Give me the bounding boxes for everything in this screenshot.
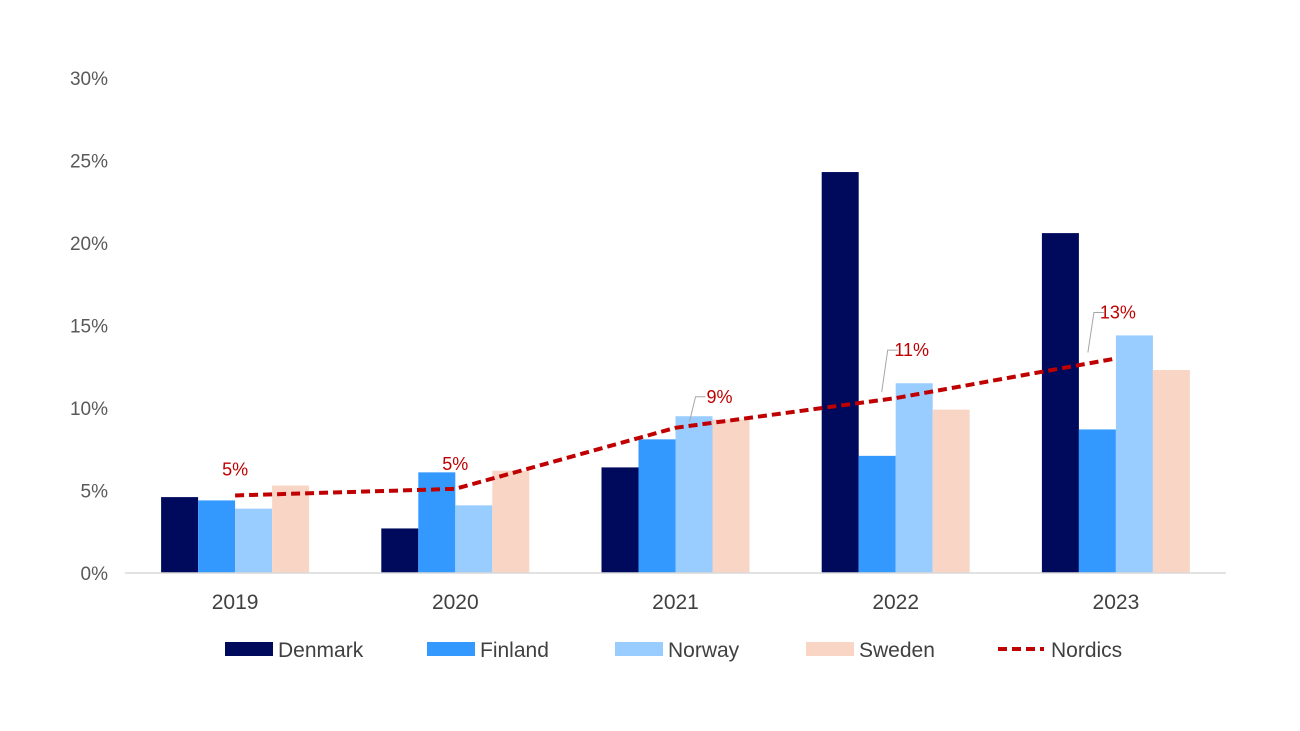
bar-norway-2020	[455, 505, 493, 573]
bar-finland-2019	[198, 500, 236, 573]
bar-denmark-2022	[821, 172, 859, 574]
legend-label-norway: Norway	[668, 639, 740, 662]
legend-label-sweden: Sweden	[859, 639, 935, 662]
bar-sweden-2019	[272, 485, 310, 573]
bar-sweden-2021	[712, 419, 750, 573]
legend-swatch-sweden	[806, 642, 854, 656]
bar-finland-2022	[858, 455, 896, 573]
legend-label-denmark: Denmark	[278, 639, 364, 662]
legend-swatch-norway	[615, 642, 663, 656]
bars	[161, 172, 1190, 574]
x-axis: 2019 2020 2021 2022 2023	[212, 591, 1140, 614]
bar-denmark-2019	[161, 497, 199, 573]
y-tick-label: 30%	[70, 69, 108, 90]
nordics-data-label: 5%	[442, 454, 468, 474]
nordics-data-label: 9%	[706, 387, 732, 407]
y-tick-label: 5%	[81, 482, 109, 503]
legend-label-finland: Finland	[480, 639, 549, 662]
x-tick-label: 2023	[1093, 591, 1140, 614]
legend-swatch-finland	[427, 642, 475, 656]
bar-norway-2023	[1115, 335, 1153, 573]
legend-label-nordics: Nordics	[1051, 639, 1122, 662]
x-tick-label: 2022	[872, 591, 919, 614]
nordics-line-series: 5% 5% 9% 11% 13%	[222, 303, 1136, 498]
bar-finland-2023	[1078, 429, 1116, 573]
bar-norway-2019	[235, 508, 273, 573]
x-tick-label: 2019	[212, 591, 259, 614]
y-tick-label: 10%	[70, 399, 108, 420]
bar-norway-2021	[675, 416, 713, 573]
nordics-data-label: 13%	[1100, 303, 1136, 323]
data-label-leader	[881, 349, 898, 393]
y-tick-label: 0%	[81, 564, 109, 585]
bar-norway-2022	[895, 383, 933, 573]
bar-sweden-2023	[1152, 370, 1190, 573]
data-label-leader	[689, 396, 706, 422]
nordics-data-label: 11%	[894, 340, 929, 360]
bar-sweden-2022	[932, 409, 970, 573]
data-label-leader	[1087, 312, 1104, 353]
x-tick-label: 2021	[652, 591, 699, 614]
bar-denmark-2023	[1041, 233, 1079, 573]
y-axis: 0% 5% 10% 15% 20% 25% 30%	[70, 69, 108, 585]
nordics-data-label: 5%	[222, 459, 248, 479]
legend-swatch-denmark	[225, 642, 273, 656]
bar-denmark-2020	[381, 528, 419, 573]
bar-finland-2021	[638, 439, 676, 573]
legend: Denmark Finland Norway Sweden Nordics	[225, 639, 1122, 662]
y-tick-label: 15%	[70, 317, 108, 338]
bar-sweden-2020	[492, 470, 530, 573]
x-tick-label: 2020	[432, 591, 479, 614]
y-tick-label: 20%	[70, 234, 108, 255]
y-tick-label: 25%	[70, 152, 108, 173]
nordics-line	[235, 356, 1117, 498]
bar-denmark-2021	[601, 467, 639, 573]
